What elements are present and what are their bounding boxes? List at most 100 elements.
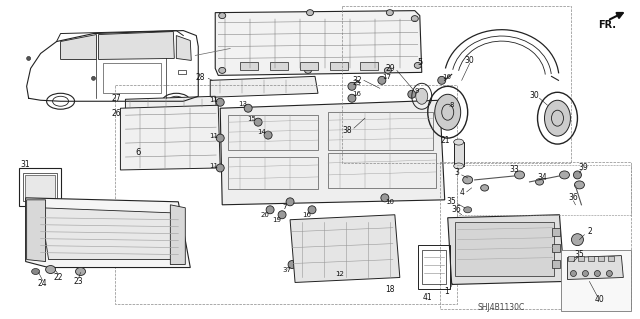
- Ellipse shape: [575, 181, 584, 189]
- Ellipse shape: [412, 16, 419, 22]
- Text: 40: 40: [595, 295, 604, 304]
- Ellipse shape: [454, 139, 464, 145]
- Text: 2: 2: [587, 227, 592, 236]
- Text: 25: 25: [353, 80, 362, 86]
- Text: 35: 35: [575, 250, 584, 259]
- Bar: [609, 256, 614, 261]
- Ellipse shape: [463, 176, 473, 184]
- Text: 10: 10: [385, 199, 394, 205]
- Text: 30: 30: [530, 91, 540, 100]
- Text: 36: 36: [452, 205, 461, 214]
- Ellipse shape: [387, 10, 394, 16]
- Text: 21: 21: [441, 136, 451, 145]
- Bar: [25, 175, 54, 199]
- Ellipse shape: [45, 265, 56, 273]
- Bar: [19, 168, 61, 206]
- Bar: [179, 70, 186, 74]
- Ellipse shape: [219, 13, 226, 19]
- Text: 22: 22: [54, 273, 63, 282]
- Text: 38: 38: [342, 126, 352, 135]
- Text: 11: 11: [209, 163, 218, 169]
- Text: 11: 11: [209, 97, 218, 103]
- Text: 14: 14: [258, 129, 267, 135]
- Text: 29: 29: [385, 64, 395, 73]
- Polygon shape: [61, 34, 97, 59]
- Text: 18: 18: [385, 285, 395, 294]
- Text: 30: 30: [465, 56, 474, 65]
- Text: 3: 3: [455, 168, 460, 177]
- Bar: [360, 63, 378, 70]
- Bar: [568, 256, 575, 261]
- Text: 31: 31: [20, 160, 30, 169]
- Text: 35: 35: [447, 197, 456, 206]
- Ellipse shape: [573, 171, 581, 179]
- Polygon shape: [448, 215, 564, 285]
- Ellipse shape: [254, 118, 262, 126]
- Ellipse shape: [288, 261, 296, 269]
- Bar: [598, 256, 604, 261]
- Ellipse shape: [286, 198, 294, 206]
- Ellipse shape: [438, 76, 445, 84]
- Bar: [561, 249, 631, 311]
- Ellipse shape: [266, 206, 274, 214]
- Ellipse shape: [408, 90, 416, 98]
- Polygon shape: [27, 200, 45, 262]
- Bar: [588, 256, 595, 261]
- Text: 39: 39: [579, 163, 588, 173]
- Text: 24: 24: [38, 279, 47, 288]
- Bar: [342, 6, 572, 163]
- Text: 33: 33: [509, 166, 520, 174]
- Ellipse shape: [568, 262, 575, 268]
- Text: 32: 32: [352, 76, 362, 85]
- Polygon shape: [290, 215, 400, 282]
- Ellipse shape: [559, 171, 570, 179]
- Ellipse shape: [331, 265, 339, 273]
- Ellipse shape: [92, 76, 95, 80]
- Ellipse shape: [606, 271, 612, 277]
- Polygon shape: [40, 208, 179, 260]
- Ellipse shape: [264, 131, 272, 139]
- Polygon shape: [176, 35, 191, 60]
- Text: 37: 37: [283, 266, 292, 272]
- Text: 27: 27: [112, 94, 122, 103]
- Ellipse shape: [381, 194, 389, 202]
- Bar: [552, 260, 561, 268]
- Polygon shape: [26, 198, 190, 268]
- Text: 9: 9: [415, 88, 419, 94]
- Bar: [270, 63, 288, 70]
- Text: 6: 6: [136, 147, 141, 157]
- Text: 20: 20: [260, 212, 269, 218]
- Ellipse shape: [27, 56, 31, 60]
- Polygon shape: [220, 100, 445, 205]
- Bar: [422, 249, 445, 285]
- Ellipse shape: [515, 171, 525, 179]
- Ellipse shape: [216, 98, 224, 106]
- Text: 16: 16: [353, 91, 362, 97]
- Text: SHJ4B1130C: SHJ4B1130C: [478, 303, 525, 312]
- Bar: [454, 142, 464, 166]
- Ellipse shape: [435, 94, 461, 130]
- Bar: [552, 244, 561, 252]
- Text: 4: 4: [460, 188, 465, 197]
- Text: 15: 15: [248, 116, 257, 122]
- Bar: [115, 85, 457, 304]
- Text: FR.: FR.: [598, 19, 616, 30]
- Text: 17: 17: [382, 74, 391, 80]
- Ellipse shape: [308, 206, 316, 214]
- Ellipse shape: [536, 179, 543, 185]
- Polygon shape: [170, 205, 186, 264]
- Ellipse shape: [572, 234, 584, 246]
- Bar: [454, 222, 554, 277]
- Polygon shape: [99, 32, 174, 59]
- Text: 16: 16: [303, 212, 312, 218]
- Ellipse shape: [216, 134, 224, 142]
- Polygon shape: [568, 256, 623, 279]
- Polygon shape: [120, 105, 220, 170]
- Ellipse shape: [464, 207, 472, 213]
- Text: 1: 1: [444, 287, 449, 296]
- Ellipse shape: [595, 271, 600, 277]
- Ellipse shape: [348, 82, 356, 90]
- Text: 11: 11: [209, 133, 218, 139]
- Text: 36: 36: [568, 193, 579, 202]
- Bar: [579, 256, 584, 261]
